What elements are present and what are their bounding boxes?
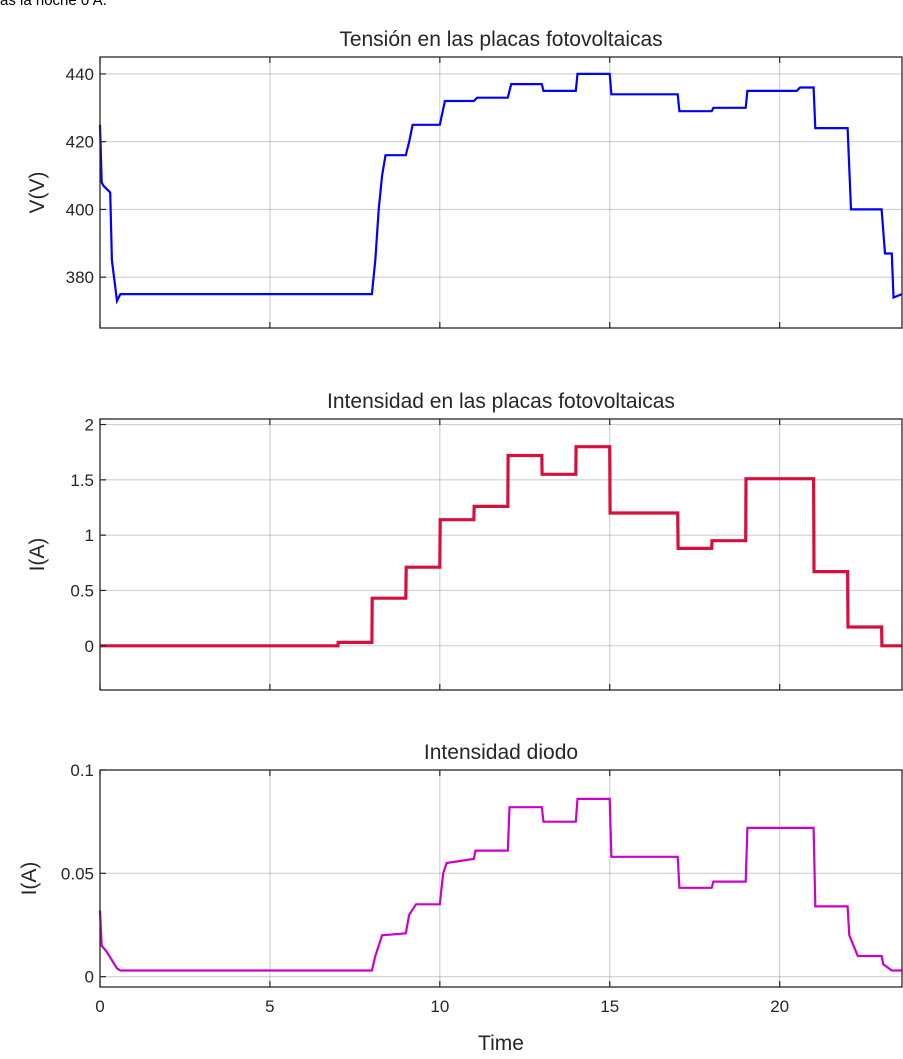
axes-frame <box>99 769 903 988</box>
chart-title: Intensidad diodo <box>424 741 578 764</box>
y-tick-label: 440 <box>66 65 94 84</box>
y-axis-label: I(A) <box>26 538 49 572</box>
y-tick-label: 380 <box>66 268 94 287</box>
chart-title: Tensión en las placas fotovoltaicas <box>339 28 662 51</box>
y-axis-label: V(V) <box>26 172 49 214</box>
chart-panel-2: 0 0.5 1 1.5 2 Intensidad en las placas fotovo… <box>26 390 903 691</box>
axes-frame <box>99 56 903 329</box>
x-tick-label: 0 <box>95 997 104 1016</box>
chart-panel-3: 0 0.05 0.1 0 5 10 15 20 Intensidad diodo I(A) Time <box>18 741 903 1055</box>
series-line <box>100 445 902 648</box>
series-line <box>98 797 902 972</box>
x-tick-label: 10 <box>430 997 449 1016</box>
y-axis-label: I(A) <box>18 862 41 896</box>
plot-area <box>100 57 902 328</box>
y-tick-label: 2 <box>85 416 94 435</box>
plot-area <box>100 770 902 987</box>
y-tick-label: 400 <box>66 200 94 219</box>
y-tick-label: 0 <box>85 968 94 987</box>
chart-title: Intensidad en las placas fotovoltaicas <box>327 390 675 413</box>
plot-area <box>100 419 902 690</box>
chart-panel-1: 380 400 420 440 Tensión en las placas fotovo… <box>26 28 903 329</box>
header-caption: as la noche 0 A. <box>0 0 107 9</box>
y-tick-label: 0 <box>85 637 94 656</box>
y-tick-label: 420 <box>66 133 94 152</box>
axes-frame <box>99 418 903 691</box>
y-tick-label: 1.5 <box>70 471 94 490</box>
y-tick-label: 0.05 <box>61 864 94 883</box>
y-tick-label: 1 <box>85 526 94 545</box>
x-tick-label: 15 <box>600 997 619 1016</box>
y-tick-label: 0.5 <box>70 581 94 600</box>
x-axis-label: Time <box>478 1032 524 1055</box>
x-tick-label: 20 <box>770 997 789 1016</box>
y-tick-label: 0.1 <box>70 761 94 780</box>
series-line <box>98 72 903 305</box>
x-tick-label: 5 <box>265 997 274 1016</box>
